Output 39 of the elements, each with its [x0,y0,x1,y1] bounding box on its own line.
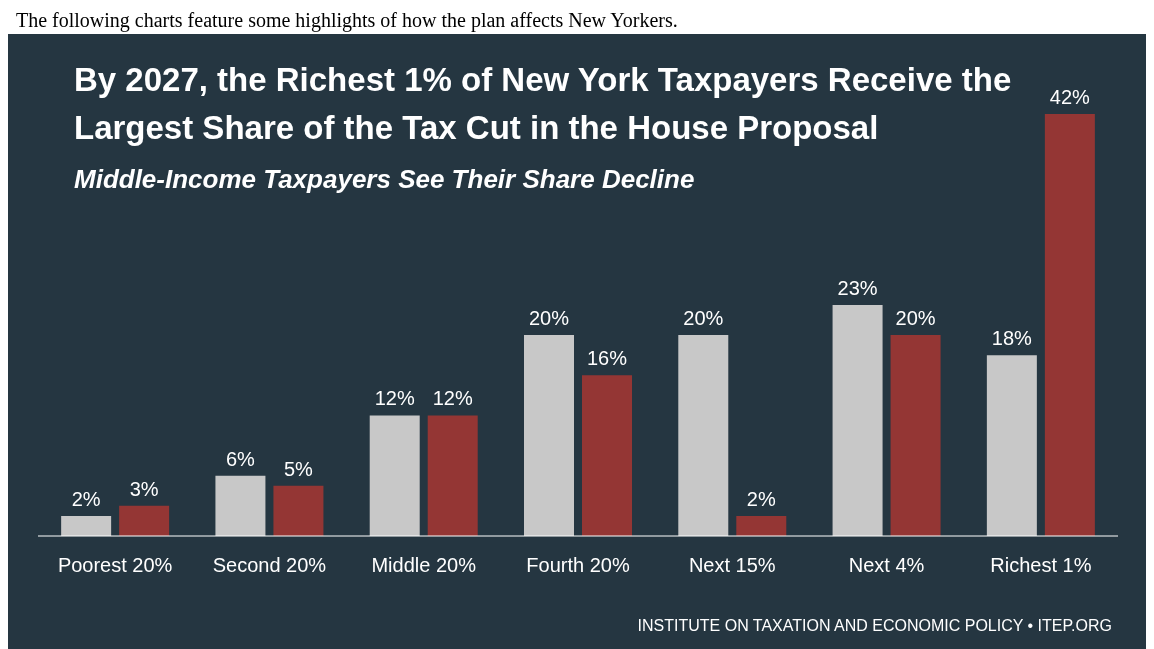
bar [678,335,729,536]
bar [832,304,883,536]
bar [1044,114,1095,536]
bar [215,475,266,536]
text: Middle-Income Taxpayers See Their Share Decline [74,164,695,195]
bar [986,355,1037,536]
x-tick-label: Next 15% [688,554,776,577]
data-label: 2% [746,487,776,510]
data-label: 20% [895,307,936,330]
x-tick-label: Fourth 20% [526,554,630,577]
x-tick-label: Next 4% [848,554,925,577]
text: The following charts feature some highlights of how the plan affects New Yorkers. [15,8,679,34]
data-label: 42% [1049,86,1091,108]
data-label: 5% [283,457,314,480]
data-label: 12% [432,387,473,410]
data-label: 20% [528,307,570,330]
data-label: 18% [991,327,1033,350]
bar [582,375,632,536]
bar [427,415,478,536]
data-label: 3% [129,477,159,500]
x-tick-label: Richest 1% [990,554,1092,577]
text: INSTITUTE ON TAXATION AND ECONOMIC POLICY • ITEP.ORG [637,617,1112,635]
bar [369,415,420,536]
chart-title: By 2027, the Richest 1% of New York Taxpayers Receive the Largest Share of the Tax Cut in the House Proposal [74,61,1012,146]
data-label: 20% [683,307,724,330]
data-label: 6% [225,447,256,470]
bar [524,335,574,536]
x-tick-label: Middle 20% [371,554,477,577]
data-label: 23% [837,276,878,299]
bar [273,485,324,536]
bar [890,335,941,536]
bar [736,515,787,536]
x-tick-label: Poorest 20% [57,554,173,577]
data-label: 16% [586,347,628,370]
bar [119,505,170,536]
data-label: 12% [374,387,415,410]
x-tick-label: Second 20% [212,554,327,577]
bar [61,515,112,536]
data-label: 2% [71,487,101,510]
